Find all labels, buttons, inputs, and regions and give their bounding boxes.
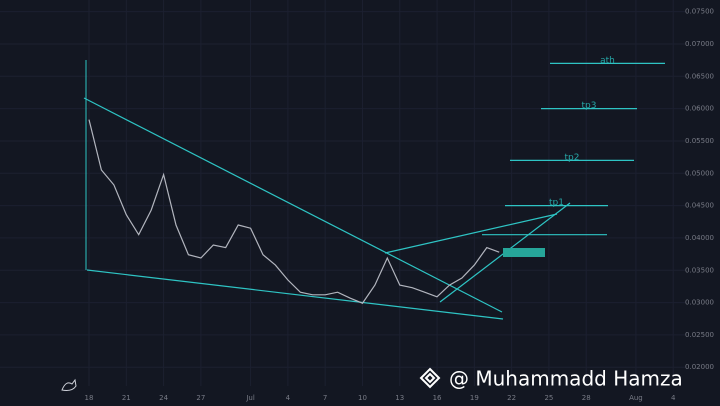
x-tick-label: 19 (470, 394, 479, 402)
watermark-logo (419, 367, 441, 389)
y-tick-label: 0.04500 (685, 202, 714, 210)
x-tick-label: 24 (159, 394, 168, 402)
y-tick-label: 0.05000 (685, 169, 714, 177)
x-tick-label: 4 (286, 394, 291, 402)
target-label: ath (600, 56, 615, 66)
y-tick-label: 0.02000 (685, 363, 714, 371)
price-line (88, 119, 500, 304)
y-tick-label: 0.03000 (685, 299, 714, 307)
x-tick-label: 25 (544, 394, 553, 402)
y-tick-label: 0.02500 (685, 331, 714, 339)
target-label: tp3 (582, 101, 597, 111)
x-tick-label: 18 (85, 394, 94, 402)
y-tick-label: 0.07500 (685, 8, 714, 16)
x-tick-label: 28 (582, 394, 591, 402)
price-badge (503, 248, 545, 257)
target-label: tp1 (549, 198, 564, 208)
trend-line (83, 97, 503, 313)
trend-line (86, 269, 504, 320)
y-tick-label: 0.06500 (685, 72, 714, 80)
logo (61, 378, 77, 391)
x-tick-label: 10 (358, 394, 367, 402)
x-tick-label: Aug (629, 394, 643, 402)
y-tick-label: 0.04000 (685, 234, 714, 242)
y-tick-label: 0.03500 (685, 266, 714, 274)
x-tick-label: Jul (245, 394, 255, 402)
trend-line (384, 213, 558, 254)
watermark: @ Muhammadd Hamza (449, 367, 683, 391)
y-tick-label: 0.05500 (685, 137, 714, 145)
x-tick-label: 27 (196, 394, 205, 402)
x-tick-label: 13 (395, 394, 404, 402)
x-tick-label: 4 (671, 394, 676, 402)
y-tick-label: 0.07000 (685, 40, 714, 48)
x-tick-label: 21 (122, 394, 131, 402)
x-tick-label: 7 (323, 394, 327, 402)
target-label: tp2 (565, 153, 580, 163)
x-tick-label: 16 (433, 394, 442, 402)
y-tick-label: 0.06000 (685, 105, 714, 113)
x-tick-label: 22 (507, 394, 516, 402)
